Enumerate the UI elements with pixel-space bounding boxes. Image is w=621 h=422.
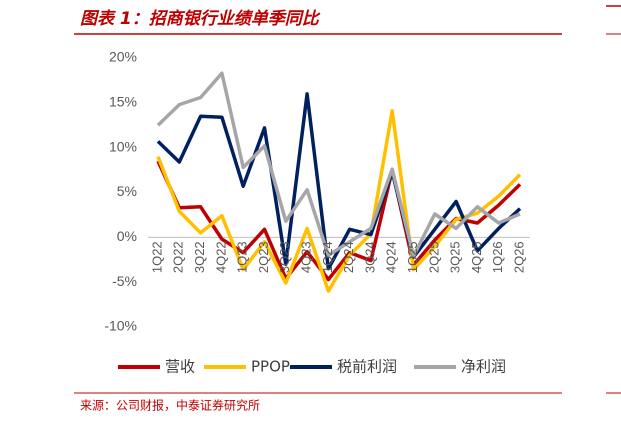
x-tick-label: 2Q22 [171, 241, 186, 273]
x-tick-label: 2Q25 [426, 241, 441, 273]
chart-title: 图表 1：招商银行业绩单季同比 [80, 9, 321, 29]
x-tick-label: 1Q25 [405, 241, 420, 273]
x-tick-label: 1Q26 [490, 241, 505, 273]
series-line [156, 71, 521, 258]
y-tick-label: 20% [109, 49, 137, 65]
x-tick-label: 4Q23 [298, 241, 313, 273]
y-tick-label: 15% [109, 94, 137, 110]
y-tick-label: 0% [117, 228, 137, 244]
y-tick-label: 10% [109, 138, 137, 154]
legend-label: 税前利润 [337, 358, 397, 376]
series-line [156, 92, 522, 271]
x-tick-label: 2Q23 [256, 241, 271, 273]
y-tick-label: -5% [112, 273, 137, 289]
x-tick-label: 1Q23 [235, 241, 250, 273]
source-note: 来源：公司财报，中泰证券研究所 [80, 398, 260, 413]
x-tick-label: 1Q22 [149, 241, 164, 273]
legend-label: 营收 [165, 358, 195, 376]
y-tick-label: -10% [104, 318, 137, 334]
x-tick-label: 3Q25 [448, 241, 463, 273]
legend-label: PPOP [251, 358, 290, 376]
x-tick-label: 3Q24 [362, 241, 377, 273]
x-tick-label: 3Q23 [277, 241, 292, 273]
x-tick-label: 4Q24 [384, 241, 399, 273]
legend-label: 净利润 [461, 358, 506, 376]
x-tick-label: 2Q24 [341, 241, 356, 273]
x-tick-label: 4Q25 [469, 241, 484, 273]
x-tick-label: 2Q26 [511, 241, 526, 273]
x-tick-label: 4Q22 [213, 241, 228, 273]
x-tick-label: 1Q24 [320, 241, 335, 273]
y-tick-label: 5% [117, 183, 137, 199]
x-tick-label: 3Q22 [192, 241, 207, 273]
series-line [156, 109, 522, 293]
